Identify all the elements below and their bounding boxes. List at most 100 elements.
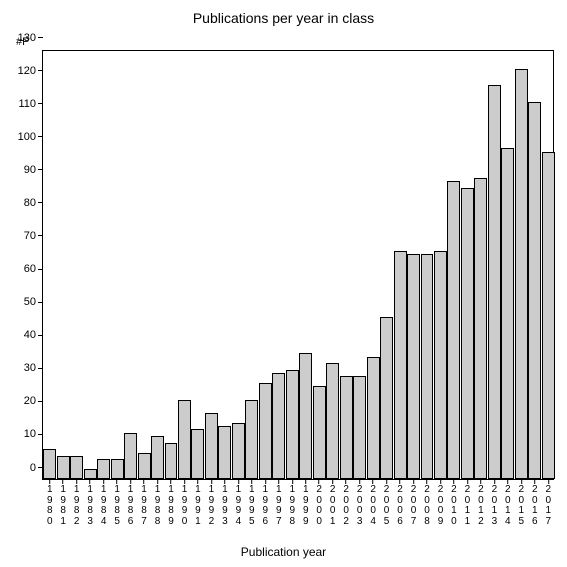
bar [353,376,366,479]
y-tick-label: 0 [14,462,38,474]
bar [501,148,514,479]
bar [299,353,312,479]
y-tick-label: 40 [14,329,38,341]
x-tick: 2010 [451,479,457,527]
x-tick-label: 2014 [505,485,511,527]
y-tick-mark [38,103,43,104]
bar [407,254,420,479]
bar [461,188,474,479]
bar [528,102,541,479]
bar [124,433,137,479]
bar [394,251,407,479]
bar [138,453,151,479]
bar [313,386,326,479]
y-tick-mark [38,302,43,303]
bar [218,426,231,479]
chart-container: Publications per year in class #P 010203… [0,0,567,567]
y-tick-label: 130 [14,32,38,44]
bar [272,373,285,479]
x-axis-label: Publication year [0,545,567,559]
x-tick: 2008 [424,479,430,527]
bar [151,436,164,479]
y-tick-label: 110 [14,98,38,110]
x-tick: 1993 [222,479,228,527]
x-tick: 2005 [384,479,390,527]
bar [57,456,70,479]
x-tick-label: 2008 [424,485,430,527]
x-tick: 1982 [74,479,80,527]
y-tick: 80 [14,197,43,209]
chart-title: Publications per year in class [0,10,567,26]
x-tick: 1981 [60,479,66,527]
y-tick: 30 [14,362,43,374]
y-tick: 10 [14,428,43,440]
x-tick: 2007 [411,479,417,527]
bar [245,400,258,479]
bar [434,251,447,479]
x-tick: 2003 [357,479,363,527]
y-tick-label: 50 [14,296,38,308]
bar [367,357,380,479]
x-tick: 2002 [343,479,349,527]
y-tick-mark [38,434,43,435]
x-tick: 1989 [168,479,174,527]
x-tick-label: 2002 [343,485,349,527]
x-tick-label: 1990 [182,485,188,527]
bar [488,85,501,479]
x-tick-label: 1983 [87,485,93,527]
x-tick-label: 1991 [195,485,201,527]
x-tick-label: 1980 [47,485,53,527]
bar [43,449,56,479]
x-tick: 2006 [397,479,403,527]
x-tick: 2011 [465,479,471,527]
x-tick: 2000 [316,479,322,527]
y-tick: 110 [14,98,43,110]
bar [447,181,460,479]
x-tick: 1991 [195,479,201,527]
x-tick: 1992 [209,479,215,527]
bar [165,443,178,479]
x-tick: 2013 [492,479,498,527]
x-tick-label: 1982 [74,485,80,527]
x-tick-label: 1997 [276,485,282,527]
x-tick-label: 2000 [316,485,322,527]
y-tick-label: 20 [14,395,38,407]
bar [259,383,272,479]
x-tick-label: 2011 [465,485,471,527]
x-tick: 1985 [114,479,120,527]
x-tick: 2015 [519,479,525,527]
bar [70,456,83,479]
bar [84,469,97,479]
x-tick-label: 2007 [411,485,417,527]
x-tick: 2009 [438,479,444,527]
bar [286,370,299,479]
x-tick-label: 1994 [236,485,242,527]
x-tick-label: 2017 [545,485,551,527]
bar [542,152,555,479]
bar [326,363,339,479]
y-tick-mark [38,368,43,369]
x-tick-label: 2009 [438,485,444,527]
x-tick-label: 1986 [128,485,134,527]
x-tick-label: 1981 [60,485,66,527]
y-tick-mark [38,401,43,402]
bar [111,459,124,479]
bar [191,429,204,479]
y-tick: 40 [14,329,43,341]
x-tick: 1990 [182,479,188,527]
y-tick-mark [38,269,43,270]
x-tick-label: 1995 [249,485,255,527]
x-tick: 2014 [505,479,511,527]
bar [421,254,434,479]
x-tick-label: 1998 [289,485,295,527]
y-tick-mark [38,235,43,236]
x-tick-label: 1993 [222,485,228,527]
x-tick: 1996 [263,479,269,527]
bar [380,317,393,479]
x-tick-label: 2004 [370,485,376,527]
x-tick-label: 2016 [532,485,538,527]
x-tick-label: 1989 [168,485,174,527]
bar [205,413,218,479]
y-tick-mark [38,136,43,137]
y-tick-label: 10 [14,428,38,440]
